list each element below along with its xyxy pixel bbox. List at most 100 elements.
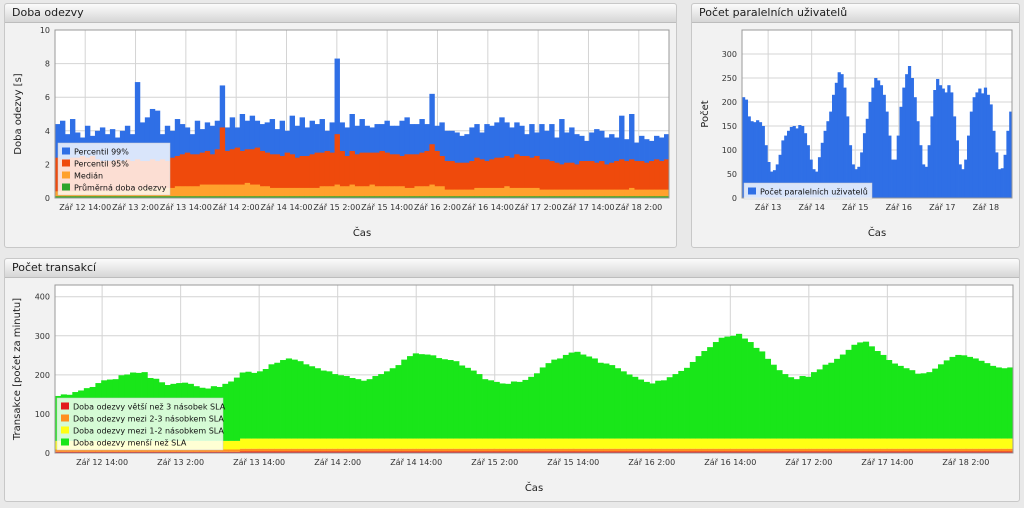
response-bar-s2 [179,186,186,198]
transactions-bar-s3 [730,335,737,439]
users-bar-s0 [806,145,810,198]
transactions-bar-s0 [153,451,160,453]
transactions-bar-s1 [378,448,385,452]
transactions-bar-s3 [632,376,639,439]
users-bar-s0 [865,118,869,198]
users-bar-s0 [761,126,765,198]
transactions-bar-s3 [776,370,783,439]
transactions-bar-s2 [308,438,316,449]
transactions-bar-s2 [597,438,604,449]
response-bar-s2 [259,186,266,198]
response-bar-s1 [439,156,445,198]
transactions-bar-s3 [389,368,396,439]
response-bar-s3 [519,196,525,198]
response-bar-s3 [444,196,450,198]
response-bar-s2 [239,184,246,198]
transactions-bar-s0 [978,451,985,453]
transactions-bar-s1 [914,448,922,452]
response-bar-s3 [224,196,231,198]
response-bar-s1 [344,156,350,198]
transactions-bar-s1 [626,448,633,452]
transactions-bar-s0 [372,451,379,453]
users-bar-s0 [787,130,791,198]
transactions-bar-s3 [591,358,598,439]
users-bar-s0 [848,145,853,198]
users-panel-title: Počet paralelních uživatelů [692,4,1019,23]
transactions-panel: Počet transakcí 0 100 200 300 400 Zář 12 14:0… [4,258,1020,502]
transactions-bar-s0 [118,451,125,453]
transactions-plot-frame [54,284,1014,454]
response-bar-s1 [389,154,395,198]
transactions-bar-s3 [499,383,506,439]
transactions-bar-s2 [724,438,731,449]
users-bar-s0 [933,90,937,198]
transactions-bar-s3 [551,359,558,439]
transactions-bar-s0 [418,451,425,453]
transactions-bar-s3 [759,351,766,439]
transactions-bar-s2 [834,438,841,449]
transactions-bar-s1 [487,448,495,452]
transactions-bar-s1 [834,448,841,452]
transactions-bar-s2 [487,438,495,449]
transactions-bar-s2 [470,438,477,449]
users-bar-s0 [975,92,979,198]
users-y-axis-label: Počet [699,100,711,127]
transactions-bar-s1 [101,449,108,452]
transactions-bar-s0 [545,451,552,453]
transactions-bar-s1 [153,449,160,452]
response-bar-s3 [549,196,555,198]
response-bar-s3 [239,196,246,198]
response-bar-s2 [249,184,256,198]
users-bar-s0 [857,166,861,198]
response-bar-s3 [144,196,151,198]
response-bar-s3 [619,196,625,198]
transactions-bar-s0 [787,451,795,453]
transactions-bar-s1 [326,448,333,452]
transactions-bar-s2 [355,438,362,449]
transactions-bar-s0 [718,451,725,453]
transactions-bar-s2 [568,438,575,449]
users-bar-s0 [952,116,957,198]
transactions-bar-s1 [695,448,702,452]
transactions-bar-s2 [672,438,679,449]
transactions-bar-s3 [378,374,385,439]
transactions-bar-s2 [805,438,812,449]
users-x-axis-label: Čas [868,226,886,239]
users-bar-s0 [907,66,912,198]
transactions-bar-s1 [609,448,616,452]
transactions-bar-s3 [285,358,293,439]
transactions-bar-s0 [741,451,748,453]
response-bar-s1 [479,159,485,198]
transactions-bar-s0 [914,451,922,453]
transactions-bar-s1 [978,448,985,452]
response-bar-s2 [579,189,585,198]
transactions-bar-s1 [707,448,714,452]
transactions-bar-s2 [262,438,269,449]
response-bar-s2 [299,187,305,198]
transactions-bar-s1 [389,448,396,452]
users-bar-s0 [995,152,999,198]
response-bar-s3 [599,196,605,198]
transactions-bar-s1 [689,448,696,452]
transactions-bar-s1 [360,448,368,452]
transactions-bar-s1 [55,449,62,452]
response-bar-s1 [244,149,251,198]
transactions-bar-s3 [435,358,443,439]
transactions-bar-s2 [303,438,310,449]
transactions-bar-s0 [880,451,887,453]
response-bar-s2 [339,186,345,198]
response-bar-s1 [189,154,196,198]
transactions-bar-s3 [580,354,587,439]
transactions-bar-s1 [591,448,598,452]
response-bar-s1 [369,152,375,198]
transactions-bar-s1 [603,448,610,452]
transactions-bar-s1 [118,449,125,452]
transactions-bar-s2 [349,438,356,449]
response-bar-s3 [524,196,530,198]
response-bar-s3 [164,196,171,198]
transactions-bar-s1 [678,448,685,452]
transactions-bar-s3 [851,344,858,439]
transactions-bar-s0 [551,451,558,453]
response-x-tick: Zář 16 14:00 [462,203,514,212]
transactions-bar-s2 [551,438,558,449]
